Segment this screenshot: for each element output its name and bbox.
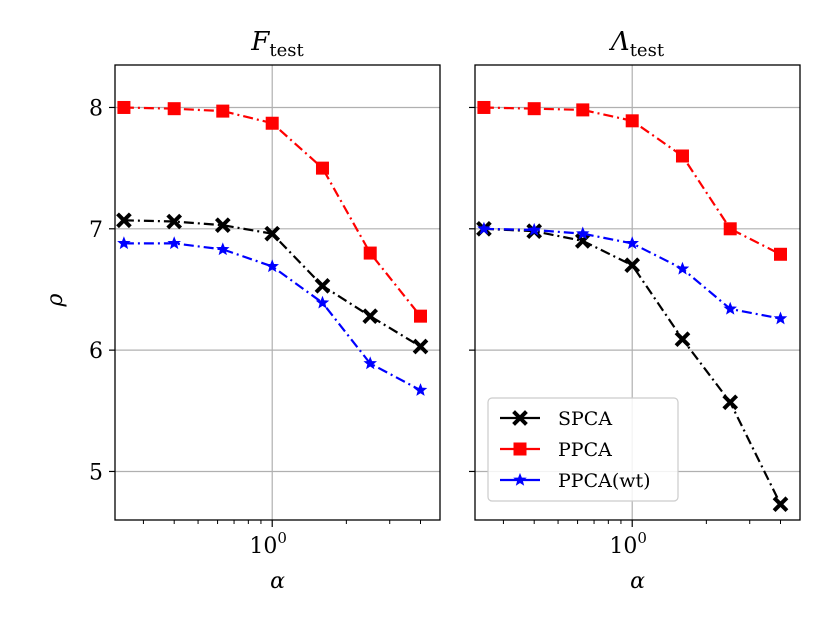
data-point [477,221,491,235]
legend: SPCA PPCA PPCA(wt) [487,397,679,502]
data-point [166,213,183,230]
data-point [117,100,131,114]
data-point [527,222,541,236]
data-point [674,331,691,348]
data-point [625,114,639,128]
y-tick-label: 5 [89,460,103,485]
plot-frame [114,64,441,521]
data-point [314,277,331,294]
data-point [576,103,590,117]
data-point [625,236,639,250]
data-point [116,212,132,229]
y-tick-label: 6 [89,339,103,364]
data-point [264,225,281,242]
data-point [477,100,491,114]
data-point [167,236,181,250]
data-point [576,226,590,240]
legend-label: SPCA [558,408,612,430]
data-point [117,236,131,250]
data-point [315,161,329,175]
data-point [675,261,690,275]
data-point [675,149,689,163]
plot-frame [474,64,801,521]
data-point [362,308,379,324]
data-point [773,247,787,261]
panels: 5 6 7 8 100 α Ftest 100 α Λtest [89,27,801,594]
legend-marker [513,472,527,486]
data-point [265,259,279,273]
legend-marker [513,442,527,456]
data-point [363,246,377,260]
data-point [723,222,737,236]
data-point [413,383,428,396]
y-tick-label: 8 [89,96,103,121]
x-axis-label: α [630,569,645,594]
data-point [216,242,230,256]
legend-label: PPCA(wt) [558,470,651,492]
data-point [723,301,737,315]
data-point [624,257,641,274]
data-point [412,338,429,355]
data-point [772,496,789,513]
data-point [527,102,541,116]
legend-box [487,397,679,502]
panel-2: 100 α Λtest [469,27,801,594]
panel-1: 5 6 7 8 100 α Ftest [89,27,441,594]
y-axis-label: ρ [43,293,68,307]
data-point [413,309,427,323]
legend-marker [512,410,528,426]
data-point [363,356,377,370]
data-point [214,217,231,233]
data-point [265,116,279,130]
data-point [167,102,181,116]
data-point [216,104,230,118]
legend-label: PPCA [558,439,612,461]
panel-title: Ftest [250,27,304,61]
data-point [315,295,330,309]
data-point [722,394,739,411]
x-axis-label: α [270,569,285,594]
y-tick-label: 7 [89,218,103,243]
x-tick-label: 100 [249,529,287,559]
data-point [773,311,788,325]
x-tick-label: 100 [609,529,647,559]
panel-title: Λtest [609,27,665,61]
